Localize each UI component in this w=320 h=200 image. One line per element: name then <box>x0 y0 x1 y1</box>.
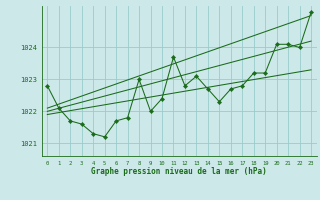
X-axis label: Graphe pression niveau de la mer (hPa): Graphe pression niveau de la mer (hPa) <box>91 167 267 176</box>
